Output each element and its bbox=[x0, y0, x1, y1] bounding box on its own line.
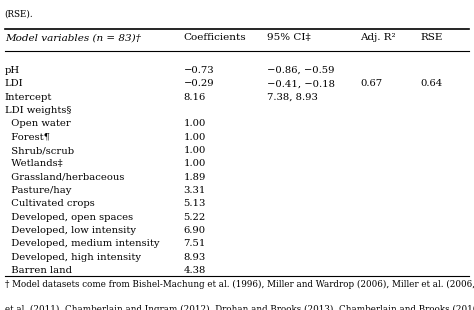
Text: 6.90: 6.90 bbox=[183, 226, 206, 235]
Text: Model variables (n = 83)†: Model variables (n = 83)† bbox=[5, 33, 141, 42]
Text: (RSE).: (RSE). bbox=[5, 9, 33, 18]
Text: 3.31: 3.31 bbox=[183, 186, 206, 195]
Text: 4.38: 4.38 bbox=[183, 266, 206, 275]
Text: Wetlands‡: Wetlands‡ bbox=[5, 159, 63, 168]
Text: Cultivated crops: Cultivated crops bbox=[5, 199, 94, 208]
Text: Developed, high intensity: Developed, high intensity bbox=[5, 253, 141, 262]
Text: Coefficients: Coefficients bbox=[183, 33, 246, 42]
Text: RSE: RSE bbox=[420, 33, 443, 42]
Text: 8.16: 8.16 bbox=[183, 93, 206, 102]
Text: 5.13: 5.13 bbox=[183, 199, 206, 208]
Text: pH: pH bbox=[5, 66, 20, 75]
Text: Developed, low intensity: Developed, low intensity bbox=[5, 226, 136, 235]
Text: Barren land: Barren land bbox=[5, 266, 72, 275]
Text: 0.64: 0.64 bbox=[420, 79, 443, 88]
Text: 0.67: 0.67 bbox=[360, 79, 382, 88]
Text: 1.89: 1.89 bbox=[183, 173, 206, 182]
Text: 5.22: 5.22 bbox=[183, 213, 206, 222]
Text: 1.00: 1.00 bbox=[183, 146, 206, 155]
Text: 1.00: 1.00 bbox=[183, 119, 206, 128]
Text: Grassland/herbaceous: Grassland/herbaceous bbox=[5, 173, 124, 182]
Text: Intercept: Intercept bbox=[5, 93, 52, 102]
Text: Adj. R²: Adj. R² bbox=[360, 33, 396, 42]
Text: Developed, open spaces: Developed, open spaces bbox=[5, 213, 133, 222]
Text: −0.86, −0.59: −0.86, −0.59 bbox=[267, 66, 335, 75]
Text: et al. (2011), Chamberlain and Ingram (2012), Drohan and Brooks (2013), Chamberl: et al. (2011), Chamberlain and Ingram (2… bbox=[5, 305, 474, 310]
Text: 7.38, 8.93: 7.38, 8.93 bbox=[267, 93, 318, 102]
Text: −0.41, −0.18: −0.41, −0.18 bbox=[267, 79, 335, 88]
Text: 8.93: 8.93 bbox=[183, 253, 206, 262]
Text: 1.00: 1.00 bbox=[183, 159, 206, 168]
Text: Pasture/hay: Pasture/hay bbox=[5, 186, 71, 195]
Text: LDI weights§: LDI weights§ bbox=[5, 106, 71, 115]
Text: † Model datasets come from Bishel-Machung et al. (1996), Miller and Wardrop (200: † Model datasets come from Bishel-Machun… bbox=[5, 280, 474, 289]
Text: 1.00: 1.00 bbox=[183, 133, 206, 142]
Text: 95% CI‡: 95% CI‡ bbox=[267, 33, 311, 42]
Text: Developed, medium intensity: Developed, medium intensity bbox=[5, 239, 159, 248]
Text: 7.51: 7.51 bbox=[183, 239, 206, 248]
Text: Shrub/scrub: Shrub/scrub bbox=[5, 146, 74, 155]
Text: −0.73: −0.73 bbox=[183, 66, 214, 75]
Text: Forest¶: Forest¶ bbox=[5, 133, 50, 142]
Text: Open water: Open water bbox=[5, 119, 71, 128]
Text: LDI: LDI bbox=[5, 79, 23, 88]
Text: −0.29: −0.29 bbox=[183, 79, 214, 88]
